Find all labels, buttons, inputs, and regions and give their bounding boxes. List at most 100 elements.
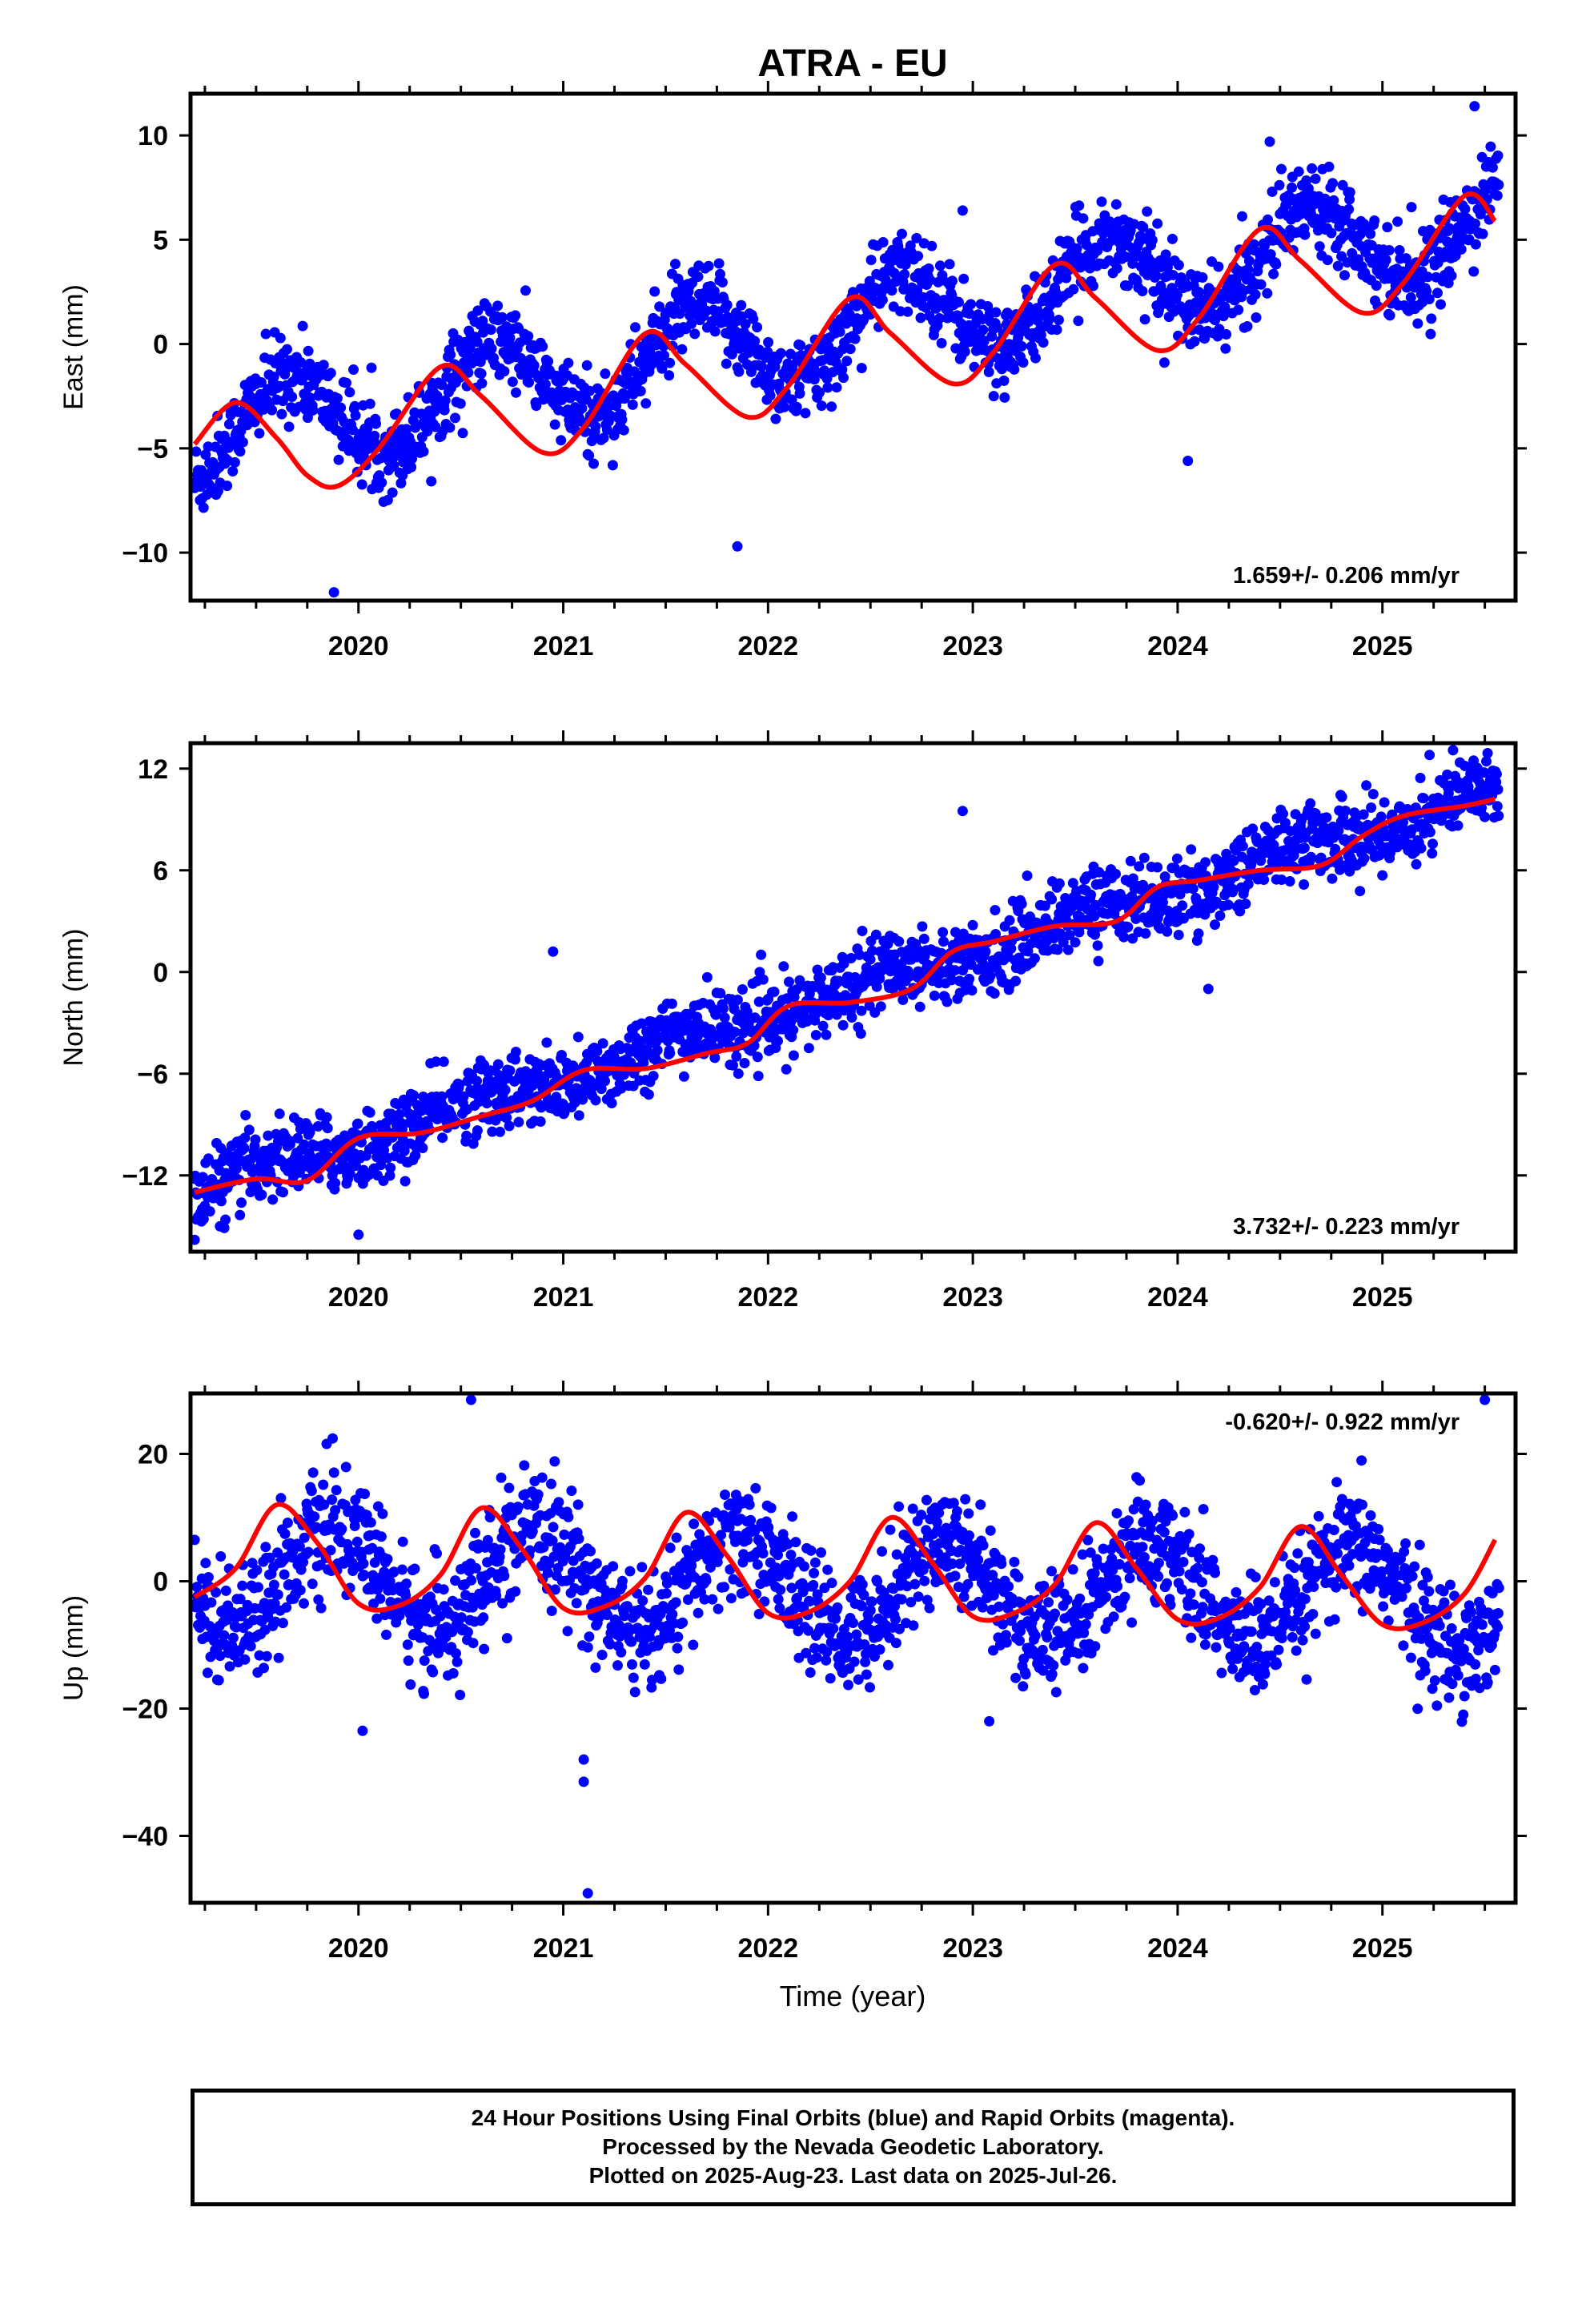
- data-point: [397, 1536, 408, 1547]
- data-point: [915, 312, 926, 324]
- data-point: [1278, 808, 1288, 819]
- data-point: [340, 1462, 351, 1473]
- data-point: [1340, 806, 1351, 816]
- data-point: [197, 1172, 208, 1183]
- data-point: [1004, 915, 1015, 926]
- data-point: [431, 1056, 442, 1068]
- data-point: [1044, 312, 1055, 324]
- data-point: [849, 333, 861, 344]
- data-point: [213, 1675, 224, 1686]
- data-point: [330, 1177, 341, 1188]
- data-point: [1268, 268, 1279, 279]
- outlier-point: [1424, 750, 1435, 761]
- data-point: [1427, 848, 1438, 859]
- data-point: [403, 1655, 414, 1667]
- data-point: [327, 1494, 338, 1506]
- data-point: [1415, 842, 1427, 854]
- data-point: [439, 404, 450, 416]
- data-point: [1477, 228, 1488, 239]
- data-point: [519, 1460, 530, 1471]
- data-point: [547, 1535, 558, 1546]
- data-point: [471, 1562, 481, 1574]
- data-point: [245, 1641, 256, 1652]
- data-point: [1369, 215, 1380, 226]
- data-point: [1062, 944, 1074, 955]
- data-point: [701, 971, 713, 983]
- data-point: [752, 322, 763, 333]
- data-point: [656, 363, 668, 374]
- data-point: [1276, 163, 1287, 175]
- data-point: [307, 1578, 318, 1590]
- data-point: [673, 1664, 685, 1675]
- data-point: [1330, 843, 1341, 854]
- data-point: [1310, 173, 1321, 184]
- data-point: [990, 307, 1002, 318]
- data-point: [721, 300, 733, 311]
- data-point: [1485, 141, 1496, 152]
- data-point: [739, 1058, 750, 1068]
- data-point: [274, 1108, 285, 1120]
- data-point: [215, 1196, 227, 1207]
- data-point: [778, 961, 789, 972]
- data-point: [753, 996, 765, 1007]
- data-point: [510, 1586, 521, 1597]
- data-point: [728, 1059, 738, 1071]
- data-point: [854, 949, 865, 960]
- data-point: [546, 1478, 556, 1490]
- data-point: [596, 1084, 607, 1095]
- data-point: [1307, 163, 1318, 174]
- data-point: [744, 1499, 755, 1510]
- data-point: [325, 368, 336, 379]
- data-point: [774, 1602, 785, 1614]
- data-point: [1487, 728, 1497, 738]
- data-point: [926, 240, 938, 251]
- data-point: [1421, 286, 1432, 297]
- data-point: [689, 1518, 700, 1530]
- data-point: [358, 1558, 369, 1569]
- data-point: [513, 1116, 524, 1128]
- data-point: [283, 421, 295, 432]
- data-point: [573, 1110, 584, 1121]
- y-tick-label: 6: [153, 856, 168, 887]
- data-point: [710, 1009, 721, 1020]
- data-point: [254, 428, 265, 439]
- data-point: [642, 1046, 652, 1056]
- data-point: [348, 364, 359, 375]
- data-point: [715, 268, 725, 279]
- data-point: [450, 412, 460, 424]
- data-point: [990, 929, 1002, 939]
- data-point: [1326, 227, 1337, 239]
- data-point: [742, 1534, 753, 1546]
- data-point: [512, 1502, 524, 1513]
- data-point: [220, 1214, 231, 1225]
- data-point: [855, 1028, 866, 1039]
- data-point: [816, 400, 827, 412]
- data-point: [436, 1091, 448, 1102]
- data-point: [699, 1594, 710, 1605]
- data-point: [600, 368, 611, 380]
- data-point: [563, 1511, 574, 1522]
- data-point: [457, 428, 468, 439]
- data-point: [1074, 911, 1086, 923]
- data-point: [277, 1618, 288, 1629]
- data-point: [1150, 270, 1162, 281]
- data-point: [335, 402, 347, 413]
- data-point: [1243, 879, 1254, 890]
- data-point: [689, 328, 701, 340]
- data-point: [1110, 868, 1121, 879]
- data-point: [604, 1638, 616, 1650]
- data-point: [279, 1528, 291, 1539]
- data-point: [756, 949, 767, 960]
- data-point: [576, 403, 588, 414]
- data-point: [1233, 304, 1244, 316]
- data-point: [275, 332, 286, 344]
- data-point: [671, 1532, 682, 1543]
- data-point: [1262, 287, 1273, 299]
- data-point: [417, 1143, 428, 1153]
- data-point: [795, 340, 806, 351]
- data-point: [733, 366, 745, 377]
- data-point: [273, 1652, 284, 1663]
- data-point: [670, 1597, 681, 1608]
- data-point: [303, 345, 314, 356]
- data-point: [725, 1593, 737, 1604]
